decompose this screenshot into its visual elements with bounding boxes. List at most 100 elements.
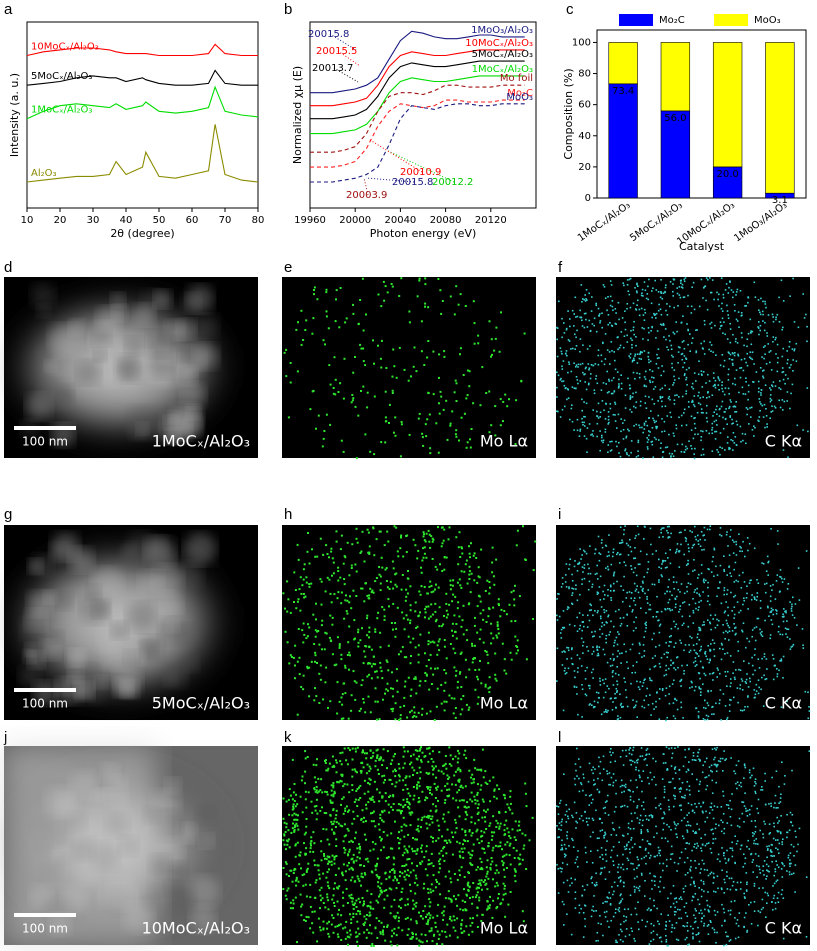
element-signal: [773, 679, 775, 681]
element-signal: [652, 584, 654, 586]
element-signal: [409, 812, 411, 814]
element-signal: [632, 393, 634, 395]
element-signal: [658, 581, 660, 583]
element-signal: [448, 538, 450, 540]
y-tick-label: 0: [585, 193, 591, 204]
element-signal: [435, 805, 437, 807]
element-signal: [469, 854, 471, 856]
element-signal: [623, 644, 625, 646]
element-signal: [738, 650, 740, 652]
texture: [93, 349, 106, 362]
element-signal: [716, 424, 718, 426]
element-signal: [643, 314, 645, 316]
element-signal: [751, 594, 753, 596]
element-signal: [445, 897, 447, 899]
element-signal: [581, 583, 583, 585]
element-signal: [720, 325, 722, 327]
element-signal: [586, 438, 588, 440]
element-signal: [638, 455, 640, 457]
element-signal: [350, 607, 352, 609]
element-signal: [483, 801, 485, 803]
element-signal: [564, 670, 566, 672]
element-signal: [610, 296, 612, 298]
element-signal: [459, 353, 461, 355]
y-tick-label: 60: [578, 100, 591, 111]
element-signal: [315, 882, 317, 884]
element-signal: [761, 389, 763, 391]
texture: [181, 382, 206, 407]
element-signal: [327, 794, 329, 796]
element-signal: [586, 389, 588, 391]
element-signal: [709, 396, 711, 398]
element-signal: [494, 653, 496, 655]
element-signal: [614, 693, 616, 695]
element-signal: [659, 537, 661, 539]
element-signal: [292, 806, 294, 808]
element-signal: [326, 791, 328, 793]
element-signal: [612, 309, 614, 311]
element-signal: [585, 367, 587, 369]
element-signal: [766, 658, 768, 660]
element-signal: [615, 673, 617, 675]
element-signal: [474, 822, 476, 824]
element-signal: [762, 311, 764, 313]
element-signal: [491, 857, 493, 859]
element-signal: [689, 333, 691, 335]
element-signal: [779, 321, 781, 323]
element-signal: [589, 685, 591, 687]
element-signal: [736, 544, 738, 546]
element-signal: [589, 345, 591, 347]
element-signal: [339, 701, 341, 703]
element-signal: [407, 869, 409, 871]
element-signal: [784, 401, 786, 403]
element-signal: [357, 928, 359, 930]
element-signal: [444, 682, 446, 684]
element-signal: [633, 572, 635, 574]
element-signal: [341, 592, 343, 594]
element-signal: [358, 799, 360, 801]
element-signal: [640, 358, 642, 360]
element-signal: [348, 851, 350, 853]
element-signal: [661, 365, 663, 367]
element-signal: [674, 626, 676, 628]
element-signal: [714, 431, 716, 433]
element-signal: [577, 714, 579, 716]
element-signal: [314, 652, 316, 654]
element-signal: [607, 451, 609, 453]
element-signal: [404, 681, 406, 683]
element-signal: [400, 535, 402, 537]
element-signal: [770, 585, 772, 587]
element-signal: [729, 536, 731, 538]
element-signal: [455, 536, 457, 538]
element-signal: [635, 705, 637, 707]
element-signal: [641, 706, 643, 708]
element-signal: [694, 589, 696, 591]
element-signal: [391, 906, 393, 908]
element-signal: [685, 379, 687, 381]
element-signal: [474, 552, 476, 554]
element-signal: [782, 356, 784, 358]
element-signal: [667, 557, 669, 559]
element-signal: [342, 874, 344, 876]
element-signal: [524, 834, 526, 836]
element-signal: [654, 584, 656, 586]
element-signal: [665, 328, 667, 330]
element-signal: [644, 428, 646, 430]
element-signal: [471, 645, 473, 647]
element-signal: [430, 836, 432, 838]
element-signal: [366, 617, 368, 619]
element-signal: [668, 349, 670, 351]
texture: [91, 600, 109, 618]
element-signal: [640, 586, 642, 588]
element-signal: [582, 424, 584, 426]
element-signal: [760, 367, 762, 369]
element-signal: [765, 592, 767, 594]
element-signal: [517, 639, 519, 641]
element-signal: [451, 783, 453, 785]
element-signal: [425, 797, 427, 799]
element-signal: [582, 372, 584, 374]
element-signal: [642, 327, 644, 329]
element-signal: [655, 386, 657, 388]
element-signal: [627, 303, 629, 305]
element-signal: [621, 703, 623, 705]
